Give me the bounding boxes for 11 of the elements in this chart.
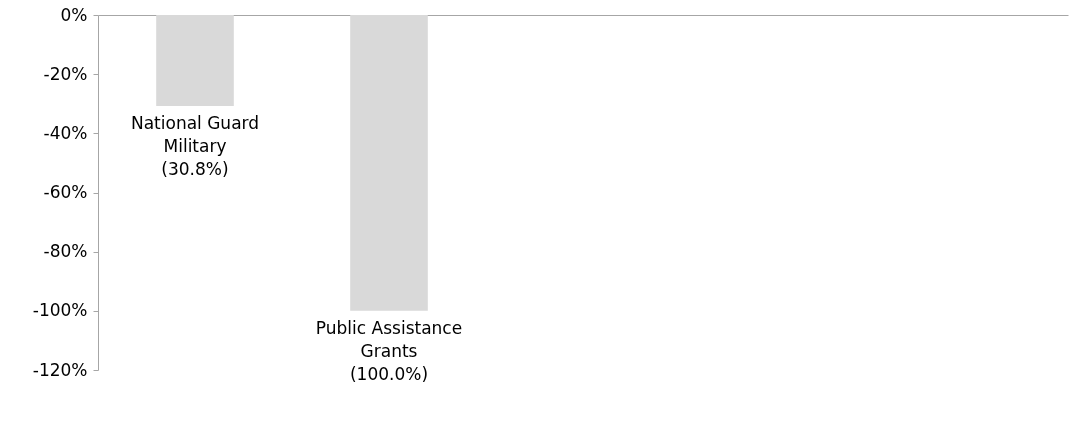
y-tick-label: -120% (32, 359, 88, 380)
y-tick-label: -40% (43, 122, 88, 143)
y-tick-label: -60% (43, 182, 88, 202)
x-tick-label: National Guard Military (130, 113, 260, 157)
y-tick-label: -100% (32, 300, 88, 321)
x-tick-label: Public Assistance Grants (315, 317, 463, 361)
y-tick-label: -20% (43, 63, 88, 84)
data-label: (100.0%) (349, 363, 429, 384)
y-tick-label: 0% (60, 4, 88, 25)
y-tick-label: -80% (43, 241, 88, 262)
data-label: (30.8%) (161, 159, 229, 180)
